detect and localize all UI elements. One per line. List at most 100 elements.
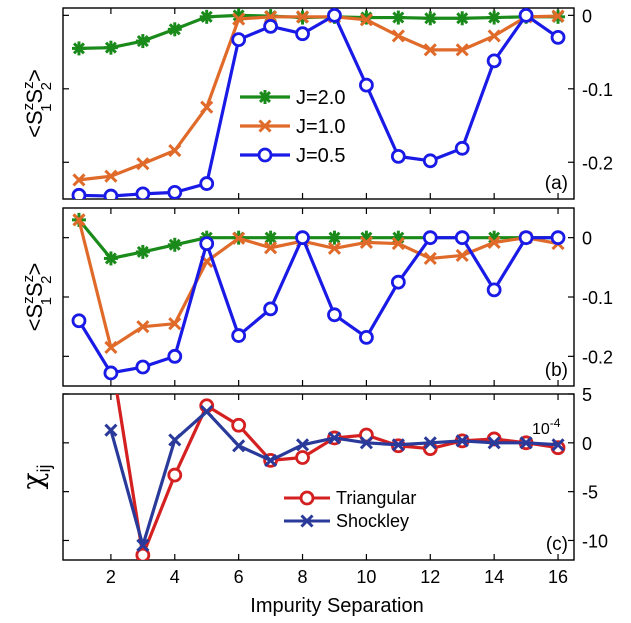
marker-stroke [136,157,150,171]
data-point [263,230,278,245]
data-point [454,140,470,156]
data-point [264,241,278,255]
y-axis-label-part: z [20,275,37,283]
scale-note-exponent: -4 [550,416,561,430]
marker-stroke [72,42,85,55]
marker-stroke [104,423,118,437]
data-point [136,320,150,334]
y-axis-label-part: 1 [38,297,55,305]
marker-stroke [258,90,272,104]
data-point [167,467,183,483]
x-tick-label: 2 [106,567,116,587]
y-axis-label-part: 1 [38,104,55,112]
marker-stroke [72,213,86,227]
marker-stroke [232,231,246,245]
marker-stroke [519,436,533,450]
data-point [231,417,247,433]
data-point [135,547,151,560]
data-point [136,538,150,552]
marker-stroke [232,9,245,22]
data-point [168,317,182,331]
data-point [232,231,246,245]
data-point [359,436,373,450]
data-point [232,12,246,26]
y-tick-label: -0.1 [582,80,613,100]
data-point [518,230,534,246]
data-point [327,8,342,23]
y-axis-label-part: 2 [38,275,55,283]
data-point [487,29,501,43]
series-line [115,394,559,557]
marker-stroke [391,237,405,251]
data-point [103,40,118,55]
y-axis-label-part: z [20,103,37,111]
marker-stroke [295,10,310,24]
x-tick-label: 8 [298,567,308,587]
series-line [77,218,559,261]
series-line [78,13,559,198]
y-axis-label-part: S [22,89,47,104]
data-point [327,307,342,323]
data-point [167,348,183,364]
marker-stroke [392,11,405,24]
data-point [258,119,272,133]
data-point [263,301,278,317]
legend-label: Triangular [336,488,416,508]
data-point [231,32,247,47]
marker-stroke [200,100,214,114]
data-point [299,490,315,506]
y-axis-label-part: > [22,263,47,276]
data-point [232,439,246,453]
y-axis-label-part: 2 [38,82,55,90]
marker-stroke [455,43,469,57]
x-tick-label: 6 [234,567,244,587]
data-point [136,157,150,171]
marker-stroke [136,320,150,334]
y-axis-label-part: z [20,296,37,304]
marker-stroke [168,433,182,447]
panel-label: (c) [546,534,568,555]
marker-stroke [455,248,469,263]
series-shockley [104,405,565,552]
legend-label: Shockley [336,511,409,531]
marker-stroke [200,10,213,23]
marker-stroke [168,238,181,251]
data-point [263,18,278,34]
data-point [231,328,247,343]
data-point [264,453,278,467]
marker-stroke [232,439,246,453]
marker-stroke [136,35,149,48]
panel-2: 0-0.1-0.2(b)<Sz1Sz2> [20,207,613,387]
data-point [359,13,373,27]
marker-stroke [264,231,277,244]
data-point [359,329,374,345]
marker-stroke [488,11,501,24]
y-tick-label: -10 [582,531,608,551]
series-line [77,219,559,350]
x-tick-label: 10 [356,567,376,587]
marker-stroke [104,41,117,54]
series-line [77,236,559,375]
data-point [519,436,533,450]
data-point [550,230,566,246]
data-point [135,359,151,375]
x-axis-label: Impurity Separation [250,595,423,617]
data-point [422,153,438,169]
data-point [167,184,183,199]
marker-stroke [391,438,405,452]
y-tick-label: 5 [582,385,592,405]
data-point [71,187,87,199]
marker-stroke [423,436,437,450]
data-point [135,186,151,199]
panel-label: (b) [545,360,568,381]
y-axis-label-part: > [22,69,47,82]
marker-stroke [423,43,437,57]
y-tick-label: 0 [582,434,592,454]
marker-stroke [258,119,272,133]
marker-stroke [551,9,565,23]
data-point [487,436,501,450]
data-point [390,274,406,290]
marker-stroke [455,434,469,448]
data-point [257,147,273,163]
